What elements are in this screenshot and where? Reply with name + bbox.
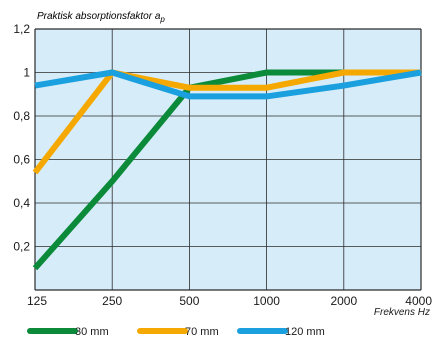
x-axis: 125 250 500 1000 2000 4000 xyxy=(27,294,432,308)
grid xyxy=(34,28,422,291)
legend-label: 120 mm xyxy=(285,326,325,338)
y-tick-label: 0,2 xyxy=(13,240,30,254)
chart-title: Praktisk absorptionsfaktor ap xyxy=(37,11,165,24)
legend-item-120-mm: 120 mm xyxy=(237,326,325,338)
x-tick-label: 250 xyxy=(102,294,122,308)
x-axis-label: Frekvens Hz xyxy=(374,307,430,318)
chart-title-subscript: p xyxy=(159,15,165,24)
legend-item-30-mm: 30 mm xyxy=(27,326,109,338)
y-axis: 0,2 0,4 0,6 0,8 1 1,2 xyxy=(13,22,30,254)
series-line-120-mm xyxy=(34,69,422,100)
y-tick-label: 1 xyxy=(23,66,30,80)
chart-title-main: Praktisk absorptionsfaktor a xyxy=(37,11,161,22)
series-line-70-mm xyxy=(32,69,421,175)
y-tick-label: 0,6 xyxy=(13,153,30,167)
y-tick-label: 0,4 xyxy=(13,196,30,210)
legend-label: 30 mm xyxy=(75,326,109,338)
y-tick-label: 0,8 xyxy=(13,109,30,123)
x-tick-label: 1000 xyxy=(253,294,280,308)
x-tick-label: 500 xyxy=(179,294,199,308)
legend: 30 mm 70 mm 120 mm xyxy=(27,326,325,338)
series-lines xyxy=(32,69,422,271)
legend-item-70-mm: 70 mm xyxy=(137,326,219,338)
x-tick-label: 2000 xyxy=(330,294,357,308)
y-tick-label: 1,2 xyxy=(13,22,30,36)
x-tick-label: 4000 xyxy=(405,294,432,308)
x-tick-label: 125 xyxy=(27,294,47,308)
legend-label: 70 mm xyxy=(185,326,219,338)
